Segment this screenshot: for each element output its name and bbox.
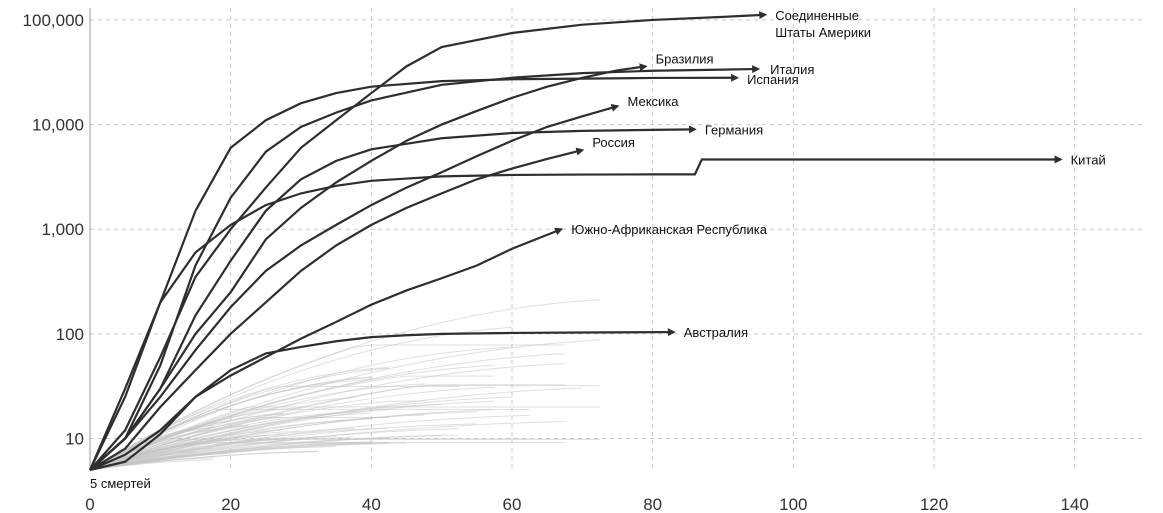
background-series-line [89,363,565,471]
series-label: Германия [705,122,763,137]
y-tick-label: 100 [56,325,84,344]
series-label: Бразилия [656,51,714,66]
series-label-layer: Соединенные Штаты Америки Бразилия ИспанияИ… [571,8,1106,340]
x-tick-label: 100 [779,495,807,513]
series-line-6 [89,147,585,471]
axis-layer: 0 20 40 60 80 100 120 140 10 100 1,000 10,000 100,00… [23,8,1089,513]
series-line-5 [89,125,697,471]
background-series-line [89,441,565,471]
x-tick-label: 140 [1060,495,1088,513]
background-series-line [89,378,372,471]
x-tick-label: 40 [362,495,381,513]
series-label: Штаты Америки [775,25,871,40]
background-series-line [89,442,372,471]
series-label: Испания [747,72,799,87]
x-tick-label: 0 [85,495,94,513]
series-line-7 [88,155,1063,471]
x-tick-label: 120 [920,495,948,513]
series-line-2 [89,73,740,471]
background-series-layer [89,299,600,471]
y-tick-label: 1,000 [41,220,84,239]
series-label: Мексика [628,94,680,109]
background-series-line [89,438,600,471]
background-series-line [89,406,600,471]
x-tick-label: 80 [643,495,662,513]
y-tick-label: 100,000 [23,11,84,30]
series-line-9 [89,328,676,472]
background-series-line [89,353,565,471]
y-tick-label: 10,000 [32,116,84,135]
series-label: Италия [770,62,814,77]
x-tick-label: 60 [503,495,522,513]
series-label: Австралия [684,325,748,340]
background-series-line [89,442,407,471]
series-label: Россия [592,135,635,150]
series-line-8 [89,227,564,472]
series-line-1 [89,63,648,471]
series-line-3 [89,65,761,471]
series-label: Соединенные [775,8,859,23]
highlighted-series-layer [88,11,1063,472]
background-series-line [89,386,495,471]
background-series-line [89,414,530,471]
background-series-line [89,339,600,471]
y-tick-label: 10 [65,429,84,448]
series-label: Китай [1071,152,1106,167]
background-series-line [89,450,319,471]
series-line-4 [89,103,620,471]
start-annotation: 5 смертей [90,476,151,491]
x-tick-label: 20 [221,495,240,513]
background-series-line [89,427,389,471]
series-label: Южно-Африканская Республика [571,222,768,237]
